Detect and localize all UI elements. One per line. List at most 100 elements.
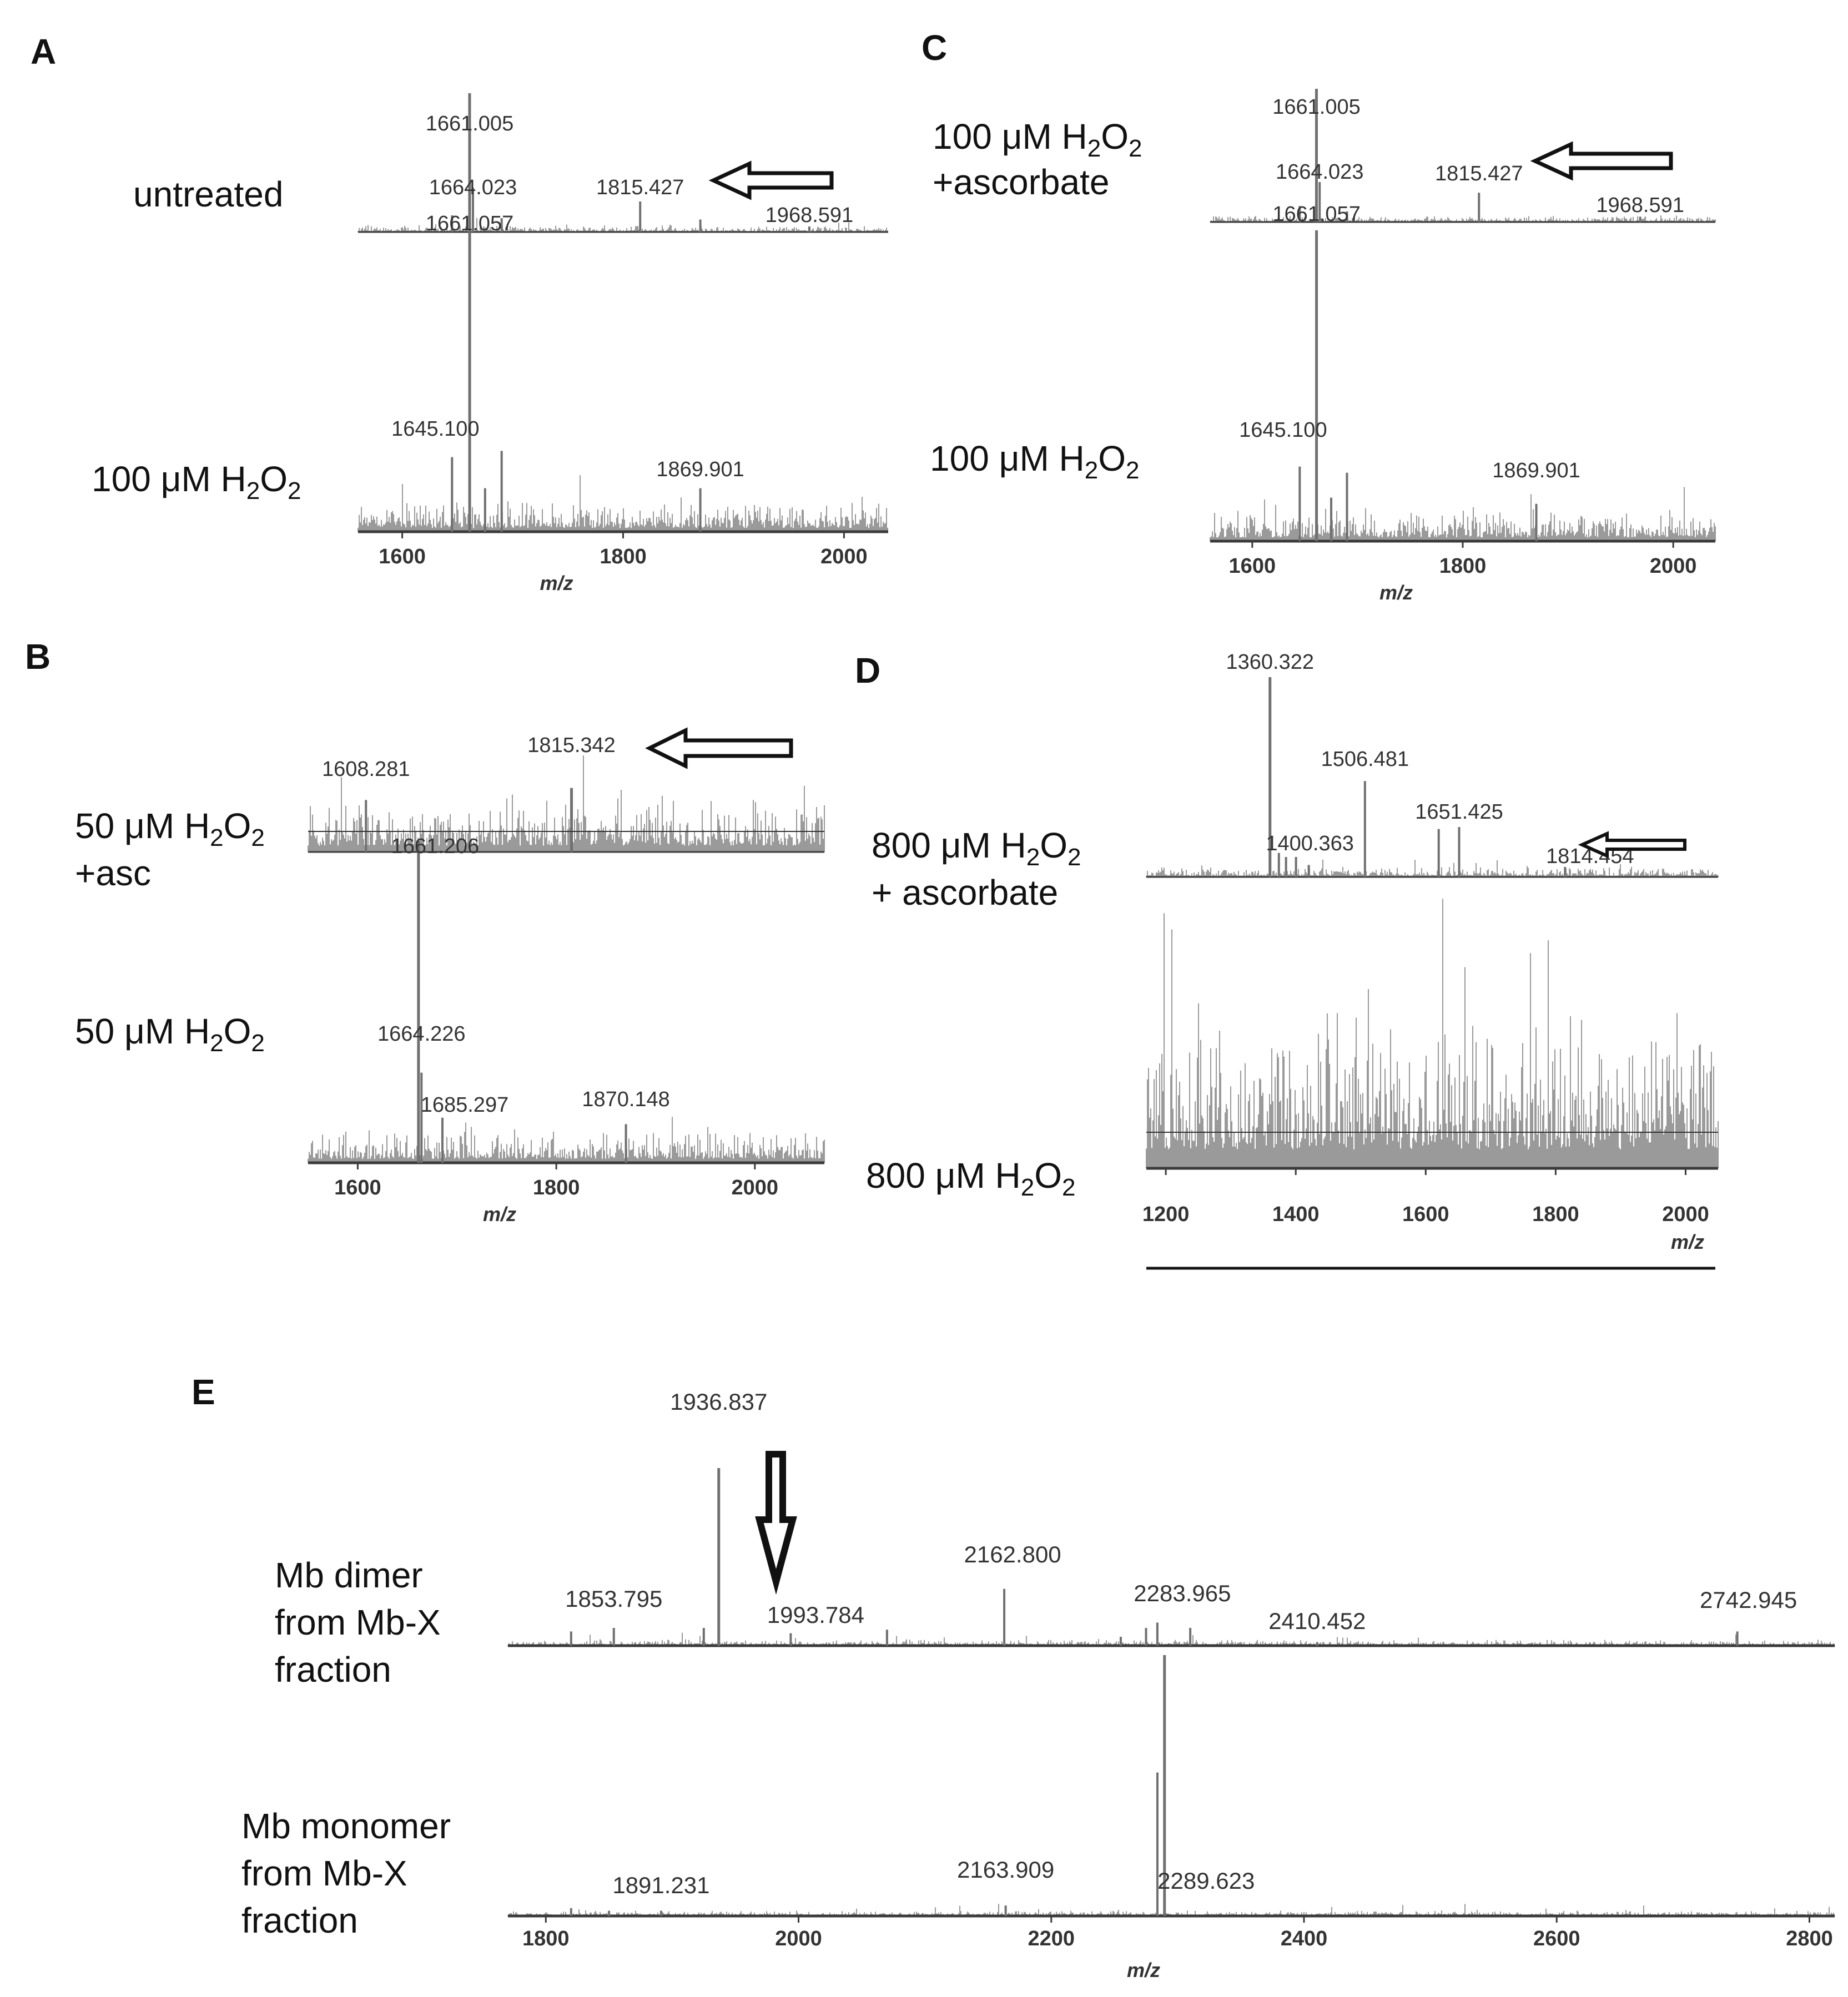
x-tick-label: 2400 [1281,1927,1328,1950]
spectra-panel-e: 1936.837 1853.795 1993.784 2162.800 2283.965… [507,1389,1835,1918]
peak-label: 1968.591 [766,204,854,227]
spectrum-b-bottom: 1661.206 1664.226 1685.297 1870.148 [308,835,825,1164]
x-axis-panel-a: 1600 1800 2000 m/z [379,532,868,594]
x-tick-label: 2000 [1662,1203,1709,1226]
spectra-panel-b: 1608.281 1815.342 1661.206 1664.226 1685.297… [308,734,825,1164]
peak-label: 1664.023 [1276,160,1364,184]
peak-label: 1645.100 [1239,418,1327,442]
peak-label: 1891.231 [612,1872,709,1898]
x-tick-label: 1600 [379,545,426,568]
peak-label: 1661.005 [426,112,514,135]
condition-label-b-top-line2: +asc [75,853,151,893]
spectrum-c-bottom: 1661.057 1645.100 1869.901 [1210,203,1716,543]
peak-label: 1645.100 [391,417,480,441]
spectrum-d-bottom [1146,899,1719,1170]
x-axis-panel-c: 1600 1800 2000 m/z [1229,541,1696,604]
x-tick-label: 1800 [600,545,647,568]
panel-letter-b: B [25,637,51,677]
peak-label: 1651.425 [1415,800,1503,824]
peak-label: 1815.427 [1435,162,1523,185]
condition-label-e-top-3: fraction [275,1650,391,1690]
x-tick-label: 1800 [1532,1203,1579,1226]
x-tick-label: 1600 [1402,1203,1449,1226]
x-axis-panel-d: 1200 1400 1600 1800 2000 m/z [1142,1168,1709,1253]
panel-letter-d: D [855,650,880,690]
x-tick-label: 1600 [1229,554,1276,578]
spectrum-noise [507,1632,1835,1646]
x-tick-label: 2600 [1533,1927,1580,1950]
peak-label: 1661.005 [1272,95,1361,119]
spectrum-e-top: 1936.837 1853.795 1993.784 2162.800 2283.965… [507,1389,1835,1647]
condition-label-c-bottom: 100 μM H2O2 [930,438,1140,484]
x-axis-title: m/z [1671,1231,1704,1253]
spectrum-e-bottom: 2289.623 2163.909 1891.231 [507,1655,1835,1918]
peak-label: 1661.057 [426,212,514,235]
condition-label-b-bottom: 50 μM H2O2 [75,1011,265,1057]
condition-label-c-top: 100 μM H2O2 [933,117,1142,162]
arrow-left-icon [1530,141,1673,181]
peak-label: 1936.837 [670,1389,767,1415]
condition-label-d-top: 800 μM H2O2 [872,825,1081,871]
condition-label-d-bottom: 800 μM H2O2 [866,1156,1076,1201]
peak-label: 2289.623 [1157,1868,1255,1894]
arrow-left-icon [645,727,793,769]
x-tick-label: 2000 [820,545,868,568]
peak-label: 1815.342 [527,734,616,757]
x-tick-label: 2200 [1028,1927,1075,1950]
condition-label-a-bottom: 100 μM H2O2 [92,459,301,505]
arrow-down-icon [755,1451,797,1595]
peak-label: 1869.901 [656,458,744,481]
spectrum-noise [1146,899,1719,1168]
arrow-left-icon [708,160,834,200]
condition-label-e-bottom-2: from Mb-X [241,1853,407,1893]
peak-label: 2410.452 [1268,1608,1366,1634]
peak-label: 2742.945 [1700,1587,1797,1613]
peak-label: 2283.965 [1134,1580,1231,1606]
peak-label: 1993.784 [767,1602,864,1628]
peak-label: 1608.281 [322,758,410,781]
condition-label-a-top: untreated [133,174,283,214]
peak-label: 2163.909 [957,1857,1054,1883]
peak-label: 1661.206 [391,835,480,858]
x-axis-title: m/z [540,572,573,594]
x-tick-label: 2800 [1786,1927,1833,1950]
condition-label-c-top-line2: +ascorbate [933,162,1109,202]
condition-label-d-top-line2: + ascorbate [872,873,1058,912]
condition-label-e-bottom-1: Mb monomer [241,1806,451,1846]
peak-label: 1360.322 [1226,650,1315,674]
panel-letter-a: A [31,32,56,72]
peak-label: 2162.800 [964,1541,1061,1567]
spectrum-noise [1210,487,1716,541]
peak-label: 1400.363 [1266,832,1354,855]
spectrum-a-bottom: 1661.057 1645.100 1869.901 [357,212,888,533]
arrow-left-icon [1578,831,1686,859]
peak-label: 1685.297 [421,1093,509,1117]
x-tick-label: 1800 [1439,554,1487,578]
spectrum-noise [357,475,888,532]
peak-label: 1661.057 [1272,203,1361,226]
spectrum-noise [507,1904,1835,1916]
peak-label: 1815.427 [596,176,684,199]
x-tick-label: 1400 [1272,1203,1320,1226]
spectrum-c-top: 1661.005 1664.023 1815.427 1968.591 [1210,89,1716,223]
spectrum-a-top: 1661.005 1664.023 1815.427 1968.591 [357,93,888,233]
x-axis-panel-b: 1600 1800 2000 m/z [334,1163,778,1226]
condition-label-b-top: 50 μM H2O2 [75,806,265,851]
spectrum-noise [308,755,825,852]
peak-label: 1870.148 [582,1088,670,1111]
spectrum-noise [308,1117,825,1163]
x-tick-label: 2000 [732,1176,779,1199]
condition-label-e-bottom-3: fraction [241,1900,358,1940]
x-tick-label: 1600 [334,1176,381,1199]
x-tick-label: 2000 [775,1927,822,1950]
x-tick-label: 1800 [533,1176,580,1199]
x-axis-title: m/z [1127,1959,1160,1981]
x-axis-panel-e: 1800 2000 2200 2400 2600 2800 m/z [522,1916,1833,1981]
condition-label-e-top-1: Mb dimer [275,1555,423,1595]
x-axis-title: m/z [1379,581,1413,604]
spectrum-b-top: 1608.281 1815.342 [308,734,825,853]
panel-letter-c: C [922,28,947,68]
peak-label: 1968.591 [1596,194,1684,217]
x-tick-label: 1200 [1142,1203,1190,1226]
